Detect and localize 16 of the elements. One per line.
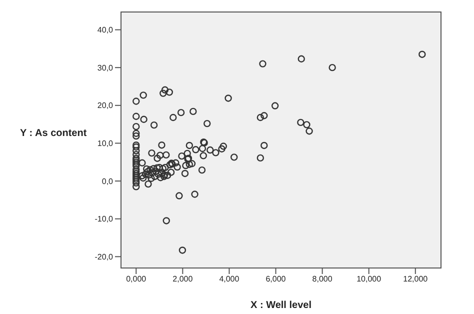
y-tick-label: 10,0 (97, 139, 114, 148)
y-tick-label: -20,0 (94, 252, 114, 262)
x-tick-label: 4,000 (219, 274, 240, 284)
y-tick-label: 30,0 (97, 63, 114, 72)
x-tick-label: 2,000 (172, 274, 194, 284)
x-tick-label: 6,000 (266, 274, 286, 284)
x-tick-label: 8,000 (312, 274, 333, 284)
x-tick-label: 10,000 (356, 274, 382, 284)
x-axis-title: X : Well level (250, 300, 312, 311)
x-tick-label: 12,000 (403, 274, 428, 284)
y-tick-label: -10,0 (94, 214, 114, 224)
y-axis-title: Y : As content (20, 128, 87, 139)
y-tick-label: 20,0 (97, 101, 114, 110)
x-tick-label: 0,000 (126, 274, 147, 284)
y-tick-label: 0,0 (102, 176, 114, 186)
y-tick-label: 40,0 (97, 26, 114, 35)
